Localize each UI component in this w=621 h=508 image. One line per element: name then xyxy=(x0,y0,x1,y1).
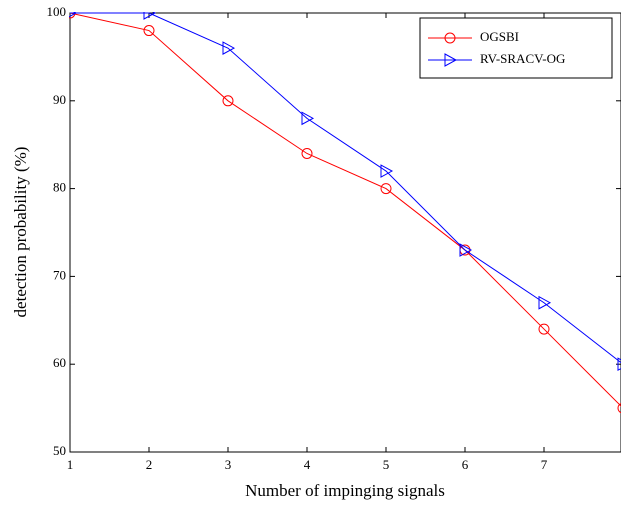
x-tick-label: 7 xyxy=(541,457,548,472)
y-tick-label: 50 xyxy=(53,443,66,458)
marker xyxy=(222,95,234,107)
x-tick-label: 3 xyxy=(225,457,232,472)
y-tick-label: 100 xyxy=(47,4,67,19)
marker xyxy=(538,323,550,335)
marker xyxy=(69,12,78,18)
marker xyxy=(444,53,458,67)
marker xyxy=(617,357,621,372)
x-tick-label: 6 xyxy=(462,457,469,472)
y-axis-label: detection probability (%) xyxy=(11,147,30,318)
x-tick-label: 2 xyxy=(146,457,153,472)
marker xyxy=(143,12,157,20)
y-tick-label: 60 xyxy=(53,355,66,370)
x-tick-label: 4 xyxy=(304,457,311,472)
legend-box xyxy=(419,17,613,79)
legend-label: RV-SRACV-OG xyxy=(480,51,565,66)
plot-area xyxy=(69,12,621,414)
legend-label: OGSBI xyxy=(480,29,519,44)
series-line xyxy=(69,12,621,407)
y-tick-label: 90 xyxy=(53,92,66,107)
x-tick-label: 5 xyxy=(383,457,390,472)
x-axis-label: Number of impinging signals xyxy=(245,481,445,500)
y-tick-label: 70 xyxy=(53,267,66,282)
x-tick-label: 1 xyxy=(67,457,74,472)
y-tick-label: 80 xyxy=(53,180,66,195)
marker xyxy=(222,41,236,55)
marker xyxy=(617,402,621,414)
marker xyxy=(444,32,456,44)
plot-frame xyxy=(69,12,621,453)
marker xyxy=(538,295,552,310)
marker xyxy=(301,111,315,126)
marker xyxy=(301,147,313,159)
marker xyxy=(459,243,473,257)
marker xyxy=(380,183,392,195)
marker xyxy=(380,164,394,178)
series-line xyxy=(70,12,621,364)
marker xyxy=(143,25,155,37)
